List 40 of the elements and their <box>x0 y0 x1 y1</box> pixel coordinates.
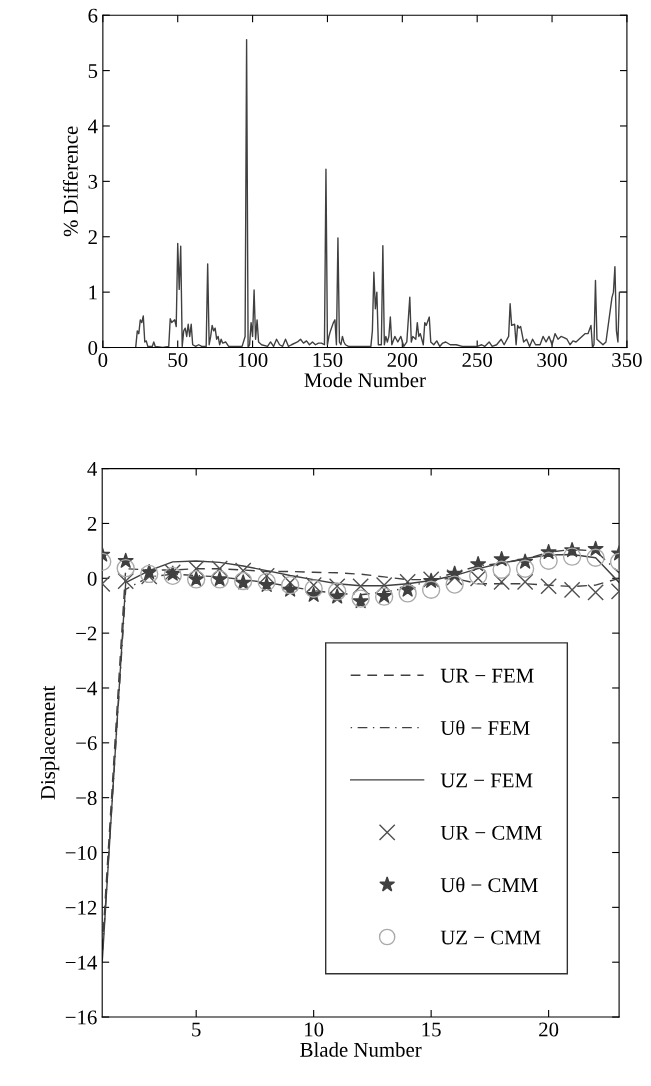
y-tick-label: 5 <box>88 64 98 79</box>
legend-label: UZ − CMM <box>440 930 541 945</box>
x-tick-label: 0 <box>98 352 108 368</box>
x-tick-label: 10 <box>305 1022 324 1037</box>
x-tick-label: 50 <box>168 352 188 368</box>
y-tick-label: −12 <box>65 900 97 915</box>
x-axis-title: Mode Number <box>304 372 426 388</box>
y-tick-label: −8 <box>76 791 97 806</box>
x-tick-label: 20 <box>539 1022 559 1037</box>
y-tick-label: −16 <box>65 1010 97 1025</box>
x-tick-label: 200 <box>387 352 418 368</box>
y-tick-label: 3 <box>88 174 98 189</box>
x-tick-label: 100 <box>238 352 268 368</box>
legend-label: Uθ − CMM <box>440 877 538 893</box>
x-axis-title: Blade Number <box>300 1042 422 1057</box>
x-tick-label: 350 <box>612 352 642 368</box>
legend-label: Uθ − FEM <box>440 720 530 736</box>
legend-label: UZ − FEM <box>440 773 533 788</box>
legend-label: UR − FEM <box>440 668 534 683</box>
y-axis-title: % Difference <box>62 126 78 237</box>
y-tick-label: 0 <box>88 340 98 355</box>
y-tick-label: 1 <box>89 285 97 300</box>
y-tick-label: 0 <box>87 571 97 586</box>
y-tick-label: −4 <box>76 681 98 696</box>
y-tick-label: 4 <box>87 462 98 476</box>
y-tick-label: −10 <box>65 845 97 860</box>
y-tick-label: 2 <box>87 516 97 531</box>
y-tick-label: −14 <box>65 955 98 970</box>
x-tick-label: 15 <box>422 1022 441 1037</box>
y-axis-title: Displacement <box>40 685 60 800</box>
legend-label: UR − CMM <box>440 825 542 840</box>
x-tick-label: 250 <box>462 352 493 368</box>
x-tick-label: 150 <box>313 352 343 368</box>
y-tick-label: 6 <box>88 8 98 23</box>
x-tick-label: 300 <box>537 352 567 368</box>
y-tick-label: 4 <box>87 119 98 134</box>
y-tick-label: −2 <box>76 626 97 641</box>
y-tick-label: −6 <box>76 736 97 751</box>
x-tick-label: 5 <box>192 1022 201 1037</box>
y-tick-label: 2 <box>88 230 97 244</box>
